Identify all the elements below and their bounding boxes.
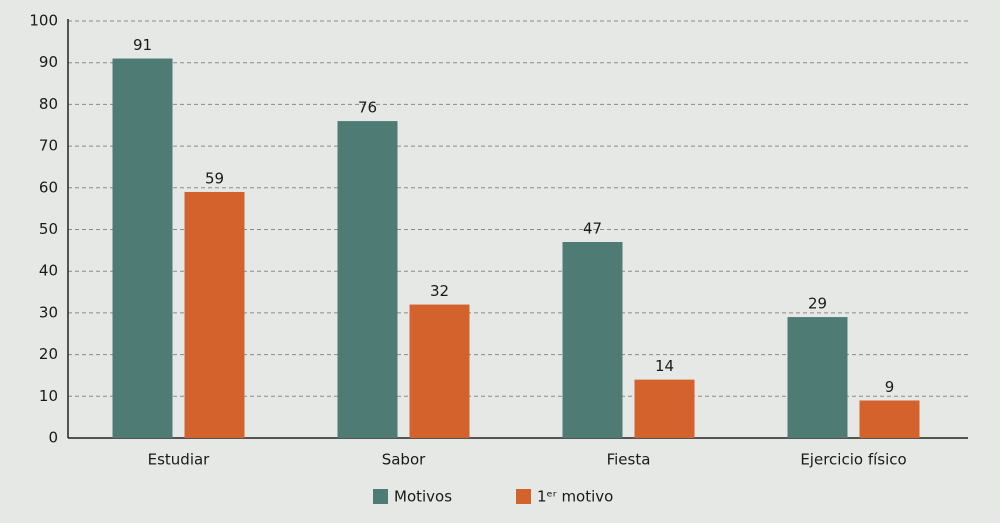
value-label: 29 <box>808 295 827 313</box>
x-tick-label: Ejercicio físico <box>800 451 906 469</box>
value-label: 59 <box>205 169 224 187</box>
y-tick-label: 40 <box>39 262 58 280</box>
bar <box>112 58 173 438</box>
bar <box>409 304 470 438</box>
bar <box>337 121 398 438</box>
y-tick-label: 70 <box>39 137 58 155</box>
y-tick-label: 30 <box>39 303 58 321</box>
value-label: 76 <box>358 99 377 117</box>
bar <box>562 242 623 438</box>
value-label: 14 <box>655 357 674 375</box>
x-tick-label: Fiesta <box>607 451 651 469</box>
value-label: 47 <box>583 220 602 238</box>
y-tick-label: 20 <box>39 345 58 363</box>
y-tick-label: 100 <box>29 12 58 30</box>
y-tick-label: 0 <box>48 429 58 447</box>
y-tick-label: 50 <box>39 220 58 238</box>
y-tick-label: 90 <box>39 53 58 71</box>
value-label: 91 <box>133 36 152 54</box>
value-label: 32 <box>430 282 449 300</box>
legend-swatch <box>516 489 531 504</box>
bar <box>859 400 920 438</box>
bar <box>634 379 695 438</box>
y-tick-label: 60 <box>39 178 58 196</box>
bar <box>787 317 848 438</box>
legend-swatch <box>373 489 388 504</box>
legend-label: Motivos <box>394 488 452 506</box>
x-tick-label: Sabor <box>382 451 426 469</box>
y-tick-label: 10 <box>39 387 58 405</box>
legend-label: 1ᵉʳ motivo <box>537 488 613 506</box>
bar <box>184 191 245 438</box>
y-tick-label: 80 <box>39 95 58 113</box>
value-label: 9 <box>885 378 895 396</box>
x-tick-label: Estudiar <box>148 451 211 469</box>
